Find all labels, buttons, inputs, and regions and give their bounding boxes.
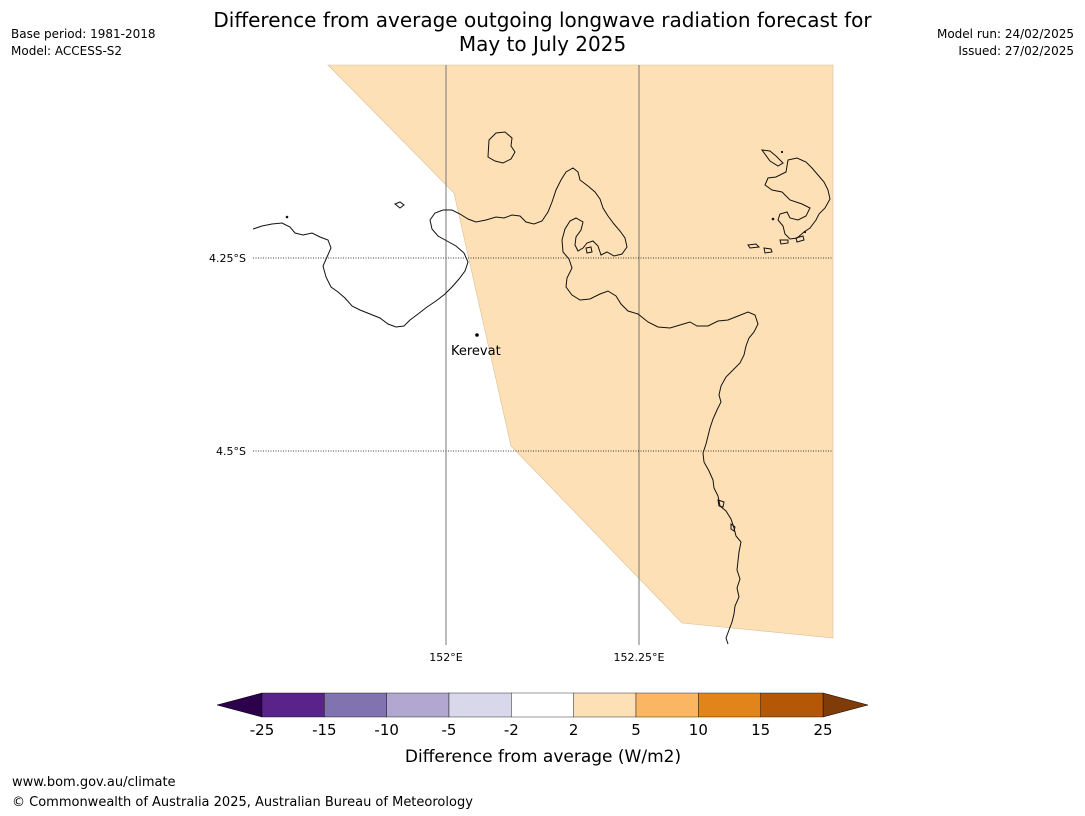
coastline-islet-8 — [730, 523, 736, 532]
coastline — [252, 131, 831, 645]
colorbar-tick-label: 2 — [569, 721, 579, 739]
footer-url: www.bom.gov.au/climate — [12, 775, 176, 790]
coastline-northeast-islands-2 — [764, 157, 831, 240]
base-period: Base period: 1981-2018 — [11, 27, 156, 41]
lat-label-4-5: 4.5°S — [216, 445, 246, 458]
colorbar-segment — [261, 692, 325, 718]
colorbar-title: Difference from average (W/m2) — [405, 747, 681, 767]
meta-right: Model run: 24/02/2025 Issued: 27/02/2025 — [937, 26, 1074, 60]
colorbar-tick-label: -25 — [250, 721, 275, 739]
colorbar-over-triangle — [822, 692, 869, 718]
coastline-small-island-2 — [585, 246, 593, 254]
colorbar-segment — [698, 692, 761, 718]
lon-label-152: 152°E — [429, 651, 462, 664]
kerevat-marker — [475, 333, 479, 337]
coastline-north-island — [487, 131, 516, 164]
chart-title: Difference from average outgoing longwav… — [0, 8, 1085, 56]
colorbar-tick-label: 15 — [751, 721, 770, 739]
coastline-dot-4 — [780, 150, 784, 154]
colorbar-segment — [760, 692, 824, 718]
colorbar-tick-label: 25 — [813, 721, 832, 739]
colorbar-segment — [448, 692, 512, 718]
colorbar-under-triangle — [216, 692, 263, 718]
coastline-islet-7 — [717, 499, 725, 508]
lon-label-152-25: 152.25°E — [614, 651, 665, 664]
lat-label-4-25: 4.25°S — [209, 252, 246, 265]
colorbar-segment — [635, 692, 699, 718]
forecast-region — [327, 64, 834, 639]
coastline-small-island-1 — [394, 201, 405, 209]
issued-date: Issued: 27/02/2025 — [958, 44, 1074, 58]
coastline-islet-4 — [763, 247, 773, 254]
place-label-kerevat: Kerevat — [451, 344, 501, 359]
title-line-1: Difference from average outgoing longwav… — [213, 8, 872, 32]
colorbar-tick-label: -2 — [504, 721, 519, 739]
colorbar-tick-label: 10 — [689, 721, 708, 739]
model-name: Model: ACCESS-S2 — [11, 44, 123, 58]
colorbar-tick-label: -15 — [312, 721, 337, 739]
colorbar-segment — [573, 692, 637, 718]
colorbar-segment — [386, 692, 450, 718]
colorbar-tick-label: -5 — [442, 721, 457, 739]
coastline-northeast-islands — [760, 149, 784, 167]
model-run: Model run: 24/02/2025 — [936, 27, 1074, 41]
coastline-dot-2 — [771, 217, 775, 221]
footer-copyright: © Commonwealth of Australia 2025, Austra… — [12, 795, 473, 810]
colorbar-tick-label: -10 — [374, 721, 399, 739]
coastline-southeast-shore — [717, 495, 742, 645]
title-line-2: May to July 2025 — [458, 32, 627, 56]
colorbar-tick-label: 5 — [631, 721, 641, 739]
colorbar-segment — [324, 692, 387, 718]
coastline-islet-3 — [747, 243, 761, 249]
coastline-west-island — [252, 167, 759, 497]
meta-left: Base period: 1981-2018 Model: ACCESS-S2 — [11, 26, 156, 60]
coastline-islet-6 — [795, 235, 805, 243]
coastline-dot-1 — [285, 215, 289, 219]
colorbar: -25 -15 -10 -5 -2 2 5 10 15 25 Difference from av… — [216, 692, 869, 767]
coastline-islet-5 — [779, 239, 789, 245]
coastline-dot-3 — [803, 230, 807, 234]
colorbar-segment — [511, 692, 574, 718]
